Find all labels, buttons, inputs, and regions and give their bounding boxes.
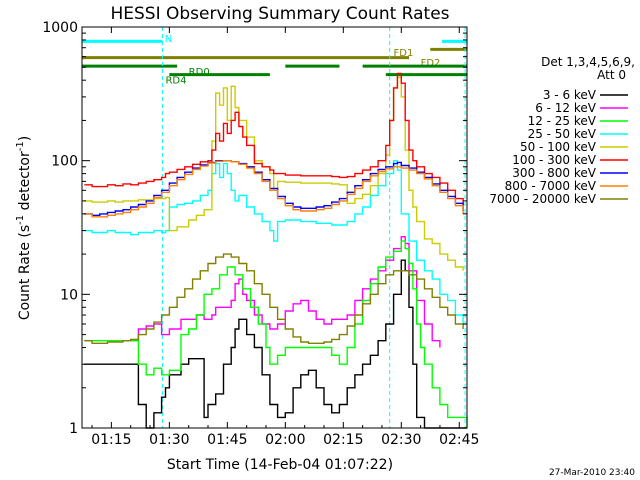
vertical-markers xyxy=(161,27,466,428)
x-tick-label-165: 02:45 xyxy=(439,432,479,448)
y-axis-label-sup1: -1 xyxy=(15,215,26,225)
y-tick-label-10: 10 xyxy=(60,287,78,303)
legend-label-7000-20000-kev: 7000 - 20000 keV xyxy=(489,192,596,206)
legend-label-25-50-kev: 25 - 50 keV xyxy=(528,127,597,141)
y-axis-ticks: 1 10 100 1000 xyxy=(42,20,467,437)
series-line-3-6-kev xyxy=(84,259,467,429)
legend-label-12-25-kev: 12 - 25 keV xyxy=(528,114,597,128)
series-line-7000-20000-kev xyxy=(84,253,464,344)
series-line-12-25-kev xyxy=(84,240,468,428)
x-tick-label-105: 01:45 xyxy=(207,432,247,448)
y-axis-label-end: ) xyxy=(17,136,33,141)
status-bar-label-n: N xyxy=(165,34,172,45)
x-tick-label-75: 01:15 xyxy=(91,432,131,448)
series-line-25-50-kev xyxy=(84,160,464,324)
legend-label-3-6-kev: 3 - 6 keV xyxy=(543,88,597,102)
legend-label-6-12-kev: 6 - 12 keV xyxy=(535,101,597,115)
status-bar-label-fd1: FD1 xyxy=(394,48,414,59)
chart-title: HESSI Observing Summary Count Rates xyxy=(110,4,449,24)
legend-label-800-7000-kev: 800 - 7000 keV xyxy=(505,179,597,193)
series-line-6-12-kev xyxy=(130,236,441,348)
x-axis-ticks: 01:15 01:30 01:45 02:00 02:15 02:30 02:45 xyxy=(91,27,479,448)
status-bar-label-rd4: RD4 xyxy=(165,75,186,86)
y-axis-label-main: Count Rate (s xyxy=(17,225,33,320)
x-axis-label: Start Time (14-Feb-04 01:07:22) xyxy=(167,457,393,473)
y-tick-label-1: 1 xyxy=(69,421,78,437)
plot-frame xyxy=(81,26,468,429)
x-tick-label-150: 02:30 xyxy=(381,432,421,448)
plot-border xyxy=(81,26,468,429)
y-tick-label-1000: 1000 xyxy=(42,20,78,36)
x-tick-label-120: 02:00 xyxy=(265,432,305,448)
x-tick-label-135: 02:15 xyxy=(323,432,363,448)
x-tick-label-90: 01:30 xyxy=(149,432,189,448)
legend-label-50-100-kev: 50 - 100 keV xyxy=(520,140,597,154)
y-axis-label-mid: detector xyxy=(17,151,33,215)
series-layer xyxy=(84,72,468,429)
legend-header-line-2: Att 0 xyxy=(597,68,626,82)
status-bar-label-fd2: FD2 xyxy=(421,58,441,69)
legend-header-line-1: Det 1,3,4,5,6,9, xyxy=(541,55,635,69)
series-line-100-300-kev xyxy=(84,72,464,207)
y-axis-label: Count Rate (s-1 detector-1) xyxy=(15,136,33,320)
legend-label-100-300-kev: 100 - 300 keV xyxy=(512,153,596,167)
y-axis-label-sup2: -1 xyxy=(15,141,26,151)
series-line-50-100-kev xyxy=(84,76,464,271)
legend-label-300-800-kev: 300 - 800 keV xyxy=(512,166,596,180)
series-line-800-7000-kev xyxy=(84,160,464,218)
status-bar-label-rd0: RD0 xyxy=(189,67,210,78)
timestamp: 27-Mar-2010 23:40 xyxy=(549,468,635,478)
y-tick-label-100: 100 xyxy=(51,154,78,170)
